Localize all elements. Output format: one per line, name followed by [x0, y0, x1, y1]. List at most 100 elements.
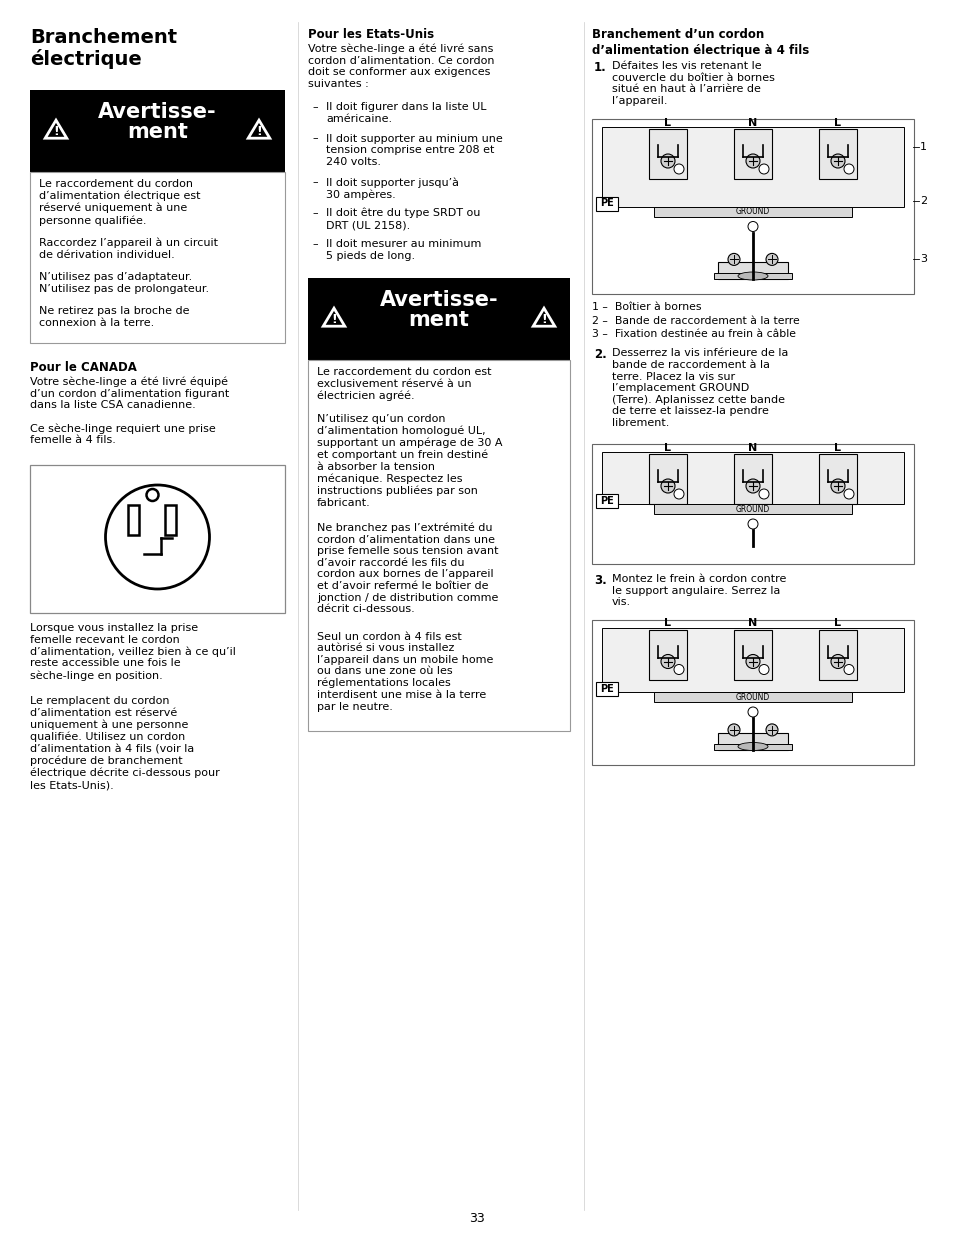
Circle shape	[830, 655, 844, 668]
Bar	[596, 682, 618, 697]
Circle shape	[759, 489, 768, 499]
Text: Le raccordement du cordon
d’alimentation électrique est
réservé uniquement à une: Le raccordement du cordon d’alimentation…	[39, 179, 200, 226]
Text: GROUND: GROUND	[735, 693, 769, 701]
Text: Votre sèche-linge a été livré équipé
d’un cordon d’alimentation figurant
dans la: Votre sèche-linge a été livré équipé d’u…	[30, 377, 229, 410]
Text: GROUND: GROUND	[735, 207, 769, 216]
Ellipse shape	[738, 742, 767, 751]
Circle shape	[660, 479, 675, 493]
Text: Raccordez l’appareil à un circuit
de dérivation individuel.: Raccordez l’appareil à un circuit de dér…	[39, 238, 218, 261]
Bar	[733, 630, 771, 679]
Bar	[818, 454, 856, 504]
Text: 1: 1	[919, 142, 926, 152]
Bar	[713, 743, 791, 750]
Circle shape	[765, 253, 778, 266]
Circle shape	[747, 519, 758, 529]
Bar	[818, 630, 856, 679]
Text: –: –	[312, 207, 317, 219]
Bar	[654, 504, 851, 514]
Circle shape	[745, 655, 760, 668]
Circle shape	[745, 479, 760, 493]
Bar	[601, 452, 903, 504]
Text: Desserrez la vis inférieure de la
bande de raccordement à la
terre. Placez la vi: Desserrez la vis inférieure de la bande …	[612, 348, 787, 429]
Text: PE: PE	[599, 199, 613, 209]
Text: Branchement d’un cordon
d’alimentation électrique à 4 fils: Branchement d’un cordon d’alimentation é…	[592, 28, 808, 57]
Text: Pour les Etats-Unis: Pour les Etats-Unis	[308, 28, 434, 41]
Text: Ne branchez pas l’extrémité du
cordon d’alimentation dans une
prise femelle sous: Ne branchez pas l’extrémité du cordon d’…	[316, 522, 498, 614]
Circle shape	[673, 664, 683, 674]
Bar	[654, 206, 851, 216]
Text: 2 –  Bande de raccordement à la terre: 2 – Bande de raccordement à la terre	[592, 315, 799, 326]
Circle shape	[660, 655, 675, 668]
Bar	[308, 359, 569, 731]
Text: N: N	[747, 443, 757, 453]
Bar	[30, 90, 285, 172]
Text: 3: 3	[919, 254, 926, 264]
Text: 33: 33	[469, 1212, 484, 1225]
Circle shape	[660, 154, 675, 168]
Text: Lorsque vous installez la prise
femelle recevant le cordon
d’alimentation, veill: Lorsque vous installez la prise femelle …	[30, 622, 235, 680]
Bar	[601, 127, 903, 206]
Bar	[592, 119, 913, 294]
Text: L: L	[834, 119, 841, 128]
Circle shape	[759, 664, 768, 674]
Bar	[648, 630, 686, 679]
Circle shape	[843, 489, 853, 499]
Text: Branchement
électrique: Branchement électrique	[30, 28, 177, 69]
Text: Il doit supporter au minium une
tension comprise entre 208 et
240 volts.: Il doit supporter au minium une tension …	[326, 133, 502, 167]
Text: Il doit supporter jusqu’à
30 ampères.: Il doit supporter jusqu’à 30 ampères.	[326, 177, 458, 200]
Text: !: !	[255, 126, 262, 138]
Text: –: –	[312, 177, 317, 186]
Circle shape	[830, 154, 844, 168]
Bar	[165, 505, 175, 535]
Text: GROUND: GROUND	[735, 505, 769, 514]
Text: L: L	[664, 443, 671, 453]
Text: 1.: 1.	[594, 61, 606, 74]
Text: L: L	[664, 119, 671, 128]
Circle shape	[745, 154, 760, 168]
Circle shape	[747, 706, 758, 718]
Text: 2.: 2.	[594, 348, 606, 362]
Text: N’utilisez pas d’adaptateur.
N’utilisez pas de prolongateur.: N’utilisez pas d’adaptateur. N’utilisez …	[39, 272, 209, 294]
Bar	[596, 494, 618, 508]
Bar	[30, 466, 285, 613]
Text: Il doit être du type SRDT ou
DRT (UL 2158).: Il doit être du type SRDT ou DRT (UL 215…	[326, 207, 480, 230]
Text: Avertisse-: Avertisse-	[379, 290, 497, 310]
Text: L: L	[834, 443, 841, 453]
Bar	[648, 128, 686, 179]
Text: !: !	[540, 314, 546, 326]
Bar	[592, 620, 913, 764]
Text: N: N	[747, 619, 757, 629]
Text: PE: PE	[599, 496, 613, 506]
Bar	[592, 445, 913, 564]
Text: L: L	[664, 619, 671, 629]
Bar	[718, 262, 787, 279]
Circle shape	[765, 724, 778, 736]
Text: N’utilisez qu’un cordon
d’alimentation homologué UL,
supportant un ampérage de 3: N’utilisez qu’un cordon d’alimentation h…	[316, 414, 502, 508]
Text: –: –	[312, 103, 317, 112]
Text: 1 –  Boîtier à bornes: 1 – Boîtier à bornes	[592, 303, 700, 312]
Text: Montez le frein à cordon contre
le support angulaire. Serrez la
vis.: Montez le frein à cordon contre le suppo…	[612, 574, 785, 608]
Text: Votre sèche-linge a été livré sans
cordon d’alimentation. Ce cordon
doit se conf: Votre sèche-linge a été livré sans cordo…	[308, 43, 494, 89]
Bar	[654, 692, 851, 701]
Text: Le remplacent du cordon
d’alimentation est réservé
uniquement à une personne
qua: Le remplacent du cordon d’alimentation e…	[30, 697, 219, 790]
Text: 3 –  Fixation destinée au frein à câble: 3 – Fixation destinée au frein à câble	[592, 329, 795, 338]
Circle shape	[673, 489, 683, 499]
Circle shape	[759, 164, 768, 174]
Circle shape	[727, 253, 740, 266]
Text: N: N	[747, 119, 757, 128]
Text: L: L	[834, 619, 841, 629]
Bar	[308, 278, 569, 359]
Bar	[718, 732, 787, 750]
Text: ment: ment	[127, 121, 188, 142]
Text: –: –	[312, 240, 317, 249]
Text: Ce sèche-linge requiert une prise
femelle à 4 fils.: Ce sèche-linge requiert une prise femell…	[30, 424, 215, 445]
Text: ment: ment	[408, 310, 469, 330]
Text: !: !	[53, 126, 59, 138]
Ellipse shape	[738, 272, 767, 280]
Bar	[713, 273, 791, 279]
Text: Pour le CANADA: Pour le CANADA	[30, 361, 136, 374]
Text: Ne retirez pas la broche de
connexion à la terre.: Ne retirez pas la broche de connexion à …	[39, 306, 190, 327]
Bar	[601, 627, 903, 692]
Text: !: !	[331, 314, 336, 326]
Text: Il doit mesurer au minimum
5 pieds de long.: Il doit mesurer au minimum 5 pieds de lo…	[326, 240, 481, 261]
